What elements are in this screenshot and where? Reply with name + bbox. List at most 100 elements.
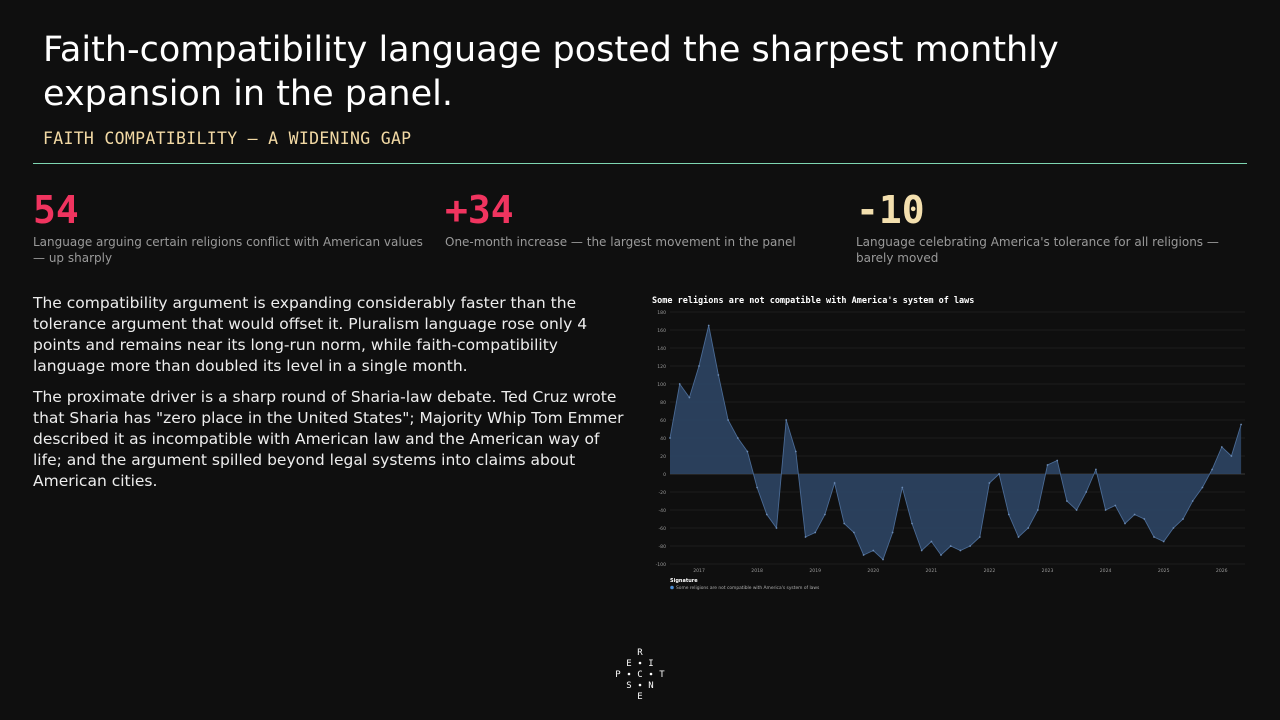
data-point [1133,513,1136,516]
data-point [920,549,923,552]
data-point [882,558,884,561]
data-point [930,540,933,543]
logo-dot [638,683,642,687]
y-tick-label: 140 [657,346,666,352]
data-point [1124,522,1126,525]
y-tick-label: 80 [660,400,666,406]
data-point [1066,500,1068,502]
data-point [756,486,758,489]
stat-value: -10 [856,188,925,232]
stat-block-change: +34 One-month increase — the largest mov… [445,188,840,250]
data-point [1095,468,1097,471]
y-tick-label: 0 [663,472,666,478]
data-point [1114,504,1117,507]
data-point [678,383,681,385]
y-tick-label: 180 [657,310,666,316]
y-tick-label: 60 [660,418,666,424]
data-point [746,450,749,453]
logo-letter: E [637,692,642,702]
stat-description: One-month increase — the largest movemen… [445,235,796,249]
body-paragraph: The compatibility argument is expanding … [33,294,588,375]
chart-title: Some religions are not compatible with A… [652,295,974,306]
data-point [794,450,797,453]
data-point [1201,486,1204,489]
stat-block-tolerance: -10 Language celebrating America's toler… [856,188,1236,266]
x-tick-label: 2024 [1100,568,1112,574]
data-point [1036,509,1039,511]
stat-description: Language celebrating America's tolerance… [856,235,1219,265]
chart: Some religions are not compatible with A… [650,288,1250,598]
data-point [1046,464,1049,466]
data-point [824,513,826,516]
stat-block-level: 54 Language arguing certain religions co… [33,188,428,266]
data-point [1182,518,1184,520]
data-point [1056,459,1059,462]
data-point [1143,518,1146,520]
data-point [669,437,671,439]
y-tick-label: -80 [658,544,666,550]
data-point [1007,513,1010,516]
chart-svg: Some religions are not compatible with A… [652,295,1245,591]
x-tick-label: 2021 [926,568,938,574]
data-point [1191,500,1194,502]
y-tick-label: 40 [660,436,666,442]
logo-letter: P [615,670,621,680]
logo-letter: T [659,670,665,680]
logo-letter: I [648,659,653,669]
logo-letter: N [648,681,653,691]
stat-value: +34 [445,188,514,232]
legend-title: Signature [670,578,698,584]
data-point [988,482,991,484]
data-point [843,522,846,525]
divider [33,163,1247,164]
y-tick-label: 100 [657,382,666,388]
logo: RE IP C TS NE [615,648,665,702]
x-tick-label: 2019 [809,568,821,574]
data-point [833,482,836,484]
y-tick-label: 160 [657,328,666,334]
data-point [1220,446,1223,448]
x-tick-label: 2025 [1158,568,1170,574]
data-point [1240,423,1242,426]
logo-letter: E [626,659,631,669]
data-point [940,554,942,556]
logo-dot [638,661,642,665]
data-point [1172,527,1175,529]
data-point [727,419,729,421]
x-tick-label: 2026 [1216,568,1228,574]
data-point [998,473,1000,475]
series-area [670,325,1242,560]
data-point [911,522,913,525]
series-line [669,325,1242,561]
data-point [785,419,788,421]
data-point [775,527,778,529]
logo-letter: C [637,670,642,680]
logo-dot [649,672,653,676]
y-tick-label: 20 [660,454,666,460]
x-tick-label: 2018 [751,568,763,574]
y-tick-label: 120 [657,364,666,370]
stat-description: Language arguing certain religions confl… [33,235,423,265]
x-tick-label: 2022 [984,568,996,574]
data-point [804,536,807,538]
data-point [872,549,875,552]
data-point [901,486,904,489]
data-point [1075,509,1078,511]
data-point [736,437,739,439]
y-tick-label: -60 [658,526,666,532]
y-tick-label: -20 [658,490,666,496]
data-point [1017,536,1020,538]
data-point [765,513,768,516]
x-tick-label: 2017 [693,568,705,574]
data-point [978,536,981,538]
data-point [862,554,865,556]
body-text: The compatibility argument is expanding … [33,293,633,502]
data-point [853,531,855,534]
data-point [959,549,962,552]
data-point [1085,491,1088,493]
data-point [688,396,691,399]
data-point [1230,455,1233,457]
data-point [707,324,710,327]
data-point [1104,509,1107,511]
data-point [969,545,971,547]
